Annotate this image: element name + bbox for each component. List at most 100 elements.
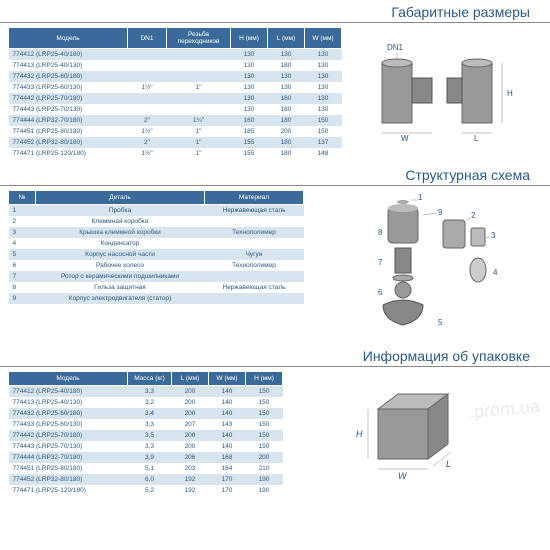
table-row: 774442 (LRP25-70/180)130180130 [9,93,342,104]
table-cell: 2" [128,137,167,148]
table-cell: 130 [231,93,268,104]
table-cell [128,104,167,115]
table-cell: 164 [209,463,246,474]
table-cell: 130 [231,71,268,82]
table-cell: 774452 (LRP32-80/180) [9,474,128,485]
table-cell: 190 [246,485,283,496]
table-cell: 130 [268,71,305,82]
table-cell: Корпус насосной части [36,249,205,260]
table-cell: 200 [172,408,209,419]
table-cell: 185 [231,126,268,137]
table-cell: 774432 (LRP25-60/180) [9,408,128,419]
table-cell: 140 [209,386,246,398]
table-cell: 3,3 [128,419,172,430]
label-h: H [507,89,513,98]
table-cell: 150 [246,386,283,398]
table-row: 774471 (LRP25-120/180)1½"1"155180148 [9,148,342,159]
table-row: 9Корпус электродвигателя (статор) [9,293,304,304]
table-cell: 155 [231,148,268,159]
table-cell: 3,2 [128,397,172,408]
table-cell: 180 [268,137,305,148]
table-cell: 5,2 [128,485,172,496]
table-row: 774452 (LRP32-80/180)6,0192170190 [9,474,283,485]
svg-text:1: 1 [418,193,423,202]
table-cell: 170 [209,485,246,496]
parts-table-area: №ДетальМатериал 1ПробкаНержавеющая сталь… [8,190,304,340]
table-cell: 6 [9,260,36,271]
table-cell: 130 [268,82,305,93]
table-cell: 774433 (LRP25-60/130) [9,82,128,93]
table-row: 774451 (LRP25-80/180)1½"1"185200150 [9,126,342,137]
table-cell: 3,5 [128,430,172,441]
table-cell: 140 [209,430,246,441]
svg-text:2: 2 [471,211,476,220]
table-cell: 5 [9,249,36,260]
table-cell: 774452 (LRP32-80/180) [9,137,128,148]
table-row: 774433 (LRP25-60/130)1½"1"130130130 [9,82,342,93]
table-cell: 8 [9,282,36,293]
table-cell: 190 [246,474,283,485]
table-cell: 130 [305,93,342,104]
table-cell: 150 [246,430,283,441]
table-row: 774432 (LRP25-60/180)3,4200140150 [9,408,283,419]
table-row: 5Корпус насосной частиЧугун [9,249,304,260]
table-row: 774443 (LRP25-70/130)3,3200140150 [9,441,283,452]
table-cell [128,60,167,71]
table-cell: Ротор с керамическими подшипниками [36,271,205,282]
table-cell: 155 [231,137,268,148]
table-cell [167,60,231,71]
table-cell: 203 [172,463,209,474]
table-cell [167,104,231,115]
table-cell: 1½" [128,148,167,159]
table-cell: 210 [246,463,283,474]
table-row: 1ПробкаНержавеющая сталь [9,205,304,217]
table-cell: 3,3 [128,441,172,452]
svg-text:9: 9 [438,208,443,217]
col-header: H (мм) [231,28,268,49]
table-cell: 130 [268,49,305,61]
table-row: 774413 (LRP25-40/130)3,2200140150 [9,397,283,408]
table-cell: 207 [172,419,209,430]
svg-text:H: H [356,429,363,439]
table-cell: Клеммная коробка [36,216,205,227]
svg-text:4: 4 [493,268,498,277]
table-cell: 200 [172,386,209,398]
pump-diagram: DN1 W L H [342,27,542,159]
table-row: 774444 (LRP32-70/180)3,9206168200 [9,452,283,463]
table-cell: 6,0 [128,474,172,485]
col-header: Резьба переходников [167,28,231,49]
table-row: 8Гильза защитнаяНержавеющая сталь [9,282,304,293]
table-cell: 143 [209,419,246,430]
svg-text:L: L [446,459,451,469]
table-cell: 140 [209,397,246,408]
svg-text:6: 6 [378,288,383,297]
col-header: Деталь [36,191,205,205]
table-cell: Рабочее колесо [36,260,205,271]
table-row: 774412 (LRP25-40/180)3,3200140150 [9,386,283,398]
svg-text:3: 3 [491,231,496,240]
col-header: DN1 [128,28,167,49]
table-cell: 7 [9,271,36,282]
table-cell: 774443 (LRP25-70/130) [9,104,128,115]
col-header: W (мм) [305,28,342,49]
table-cell: Крышка клеммной коробки [36,227,205,238]
table-cell: 774451 (LRP25-80/180) [9,463,128,474]
table-cell: 774413 (LRP25-40/130) [9,60,128,71]
table-cell: 130 [305,82,342,93]
table-cell [167,71,231,82]
table-cell: 130 [231,49,268,61]
table-cell: 9 [9,293,36,304]
table-cell [128,49,167,61]
table-cell: 206 [172,452,209,463]
col-header: Материал [205,191,304,205]
label-w: W [401,134,409,143]
table-cell: 5,1 [128,463,172,474]
table-cell: 200 [172,430,209,441]
table-cell [205,238,304,249]
table-row: 6Рабочее колесоТехнополимер [9,260,304,271]
table-cell: 170 [209,474,246,485]
table-cell: Конденсатор [36,238,205,249]
table-cell: 137 [305,137,342,148]
table-row: 774452 (LRP32-80/180)2"1"155180137 [9,137,342,148]
table-cell [167,49,231,61]
